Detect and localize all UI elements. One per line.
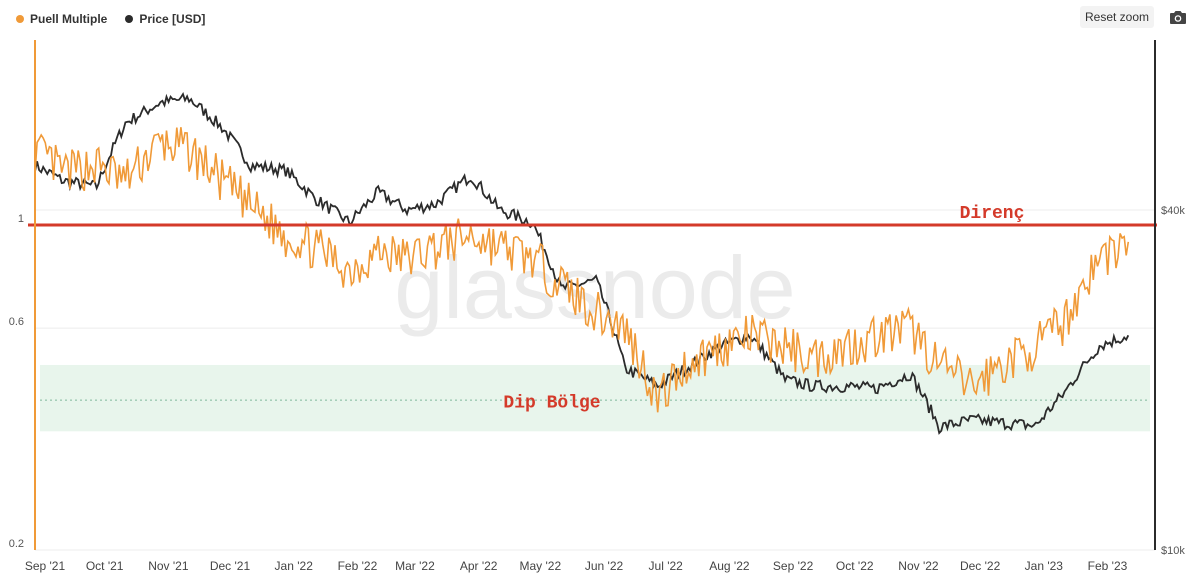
x-tick-label: Oct '22 [836,559,874,573]
left-tick-label: 0.6 [9,316,24,328]
x-tick-label: Dec '22 [960,559,1001,573]
x-tick-label: Sep '22 [773,559,814,573]
right-tick-label: $40k [1161,205,1185,217]
x-axis-ticks: Sep '21 Oct '21 Nov '21 Dec '21 Jan '22 Feb '… [25,559,1128,573]
left-tick-label: 1 [18,213,24,225]
x-tick-label: Dec '21 [210,559,251,573]
x-tick-label: Feb '22 [338,559,378,573]
x-tick-label: Jan '22 [275,559,314,573]
x-tick-label: Mar '22 [395,559,435,573]
x-tick-label: May '22 [519,559,561,573]
x-tick-label: Apr '22 [460,559,498,573]
legend: Puell Multiple Price [USD] [16,12,205,26]
legend-item-puell[interactable]: Puell Multiple [16,12,107,26]
x-tick-label: Jul '22 [649,559,684,573]
puell-legend-dot [16,15,24,23]
x-tick-label: Nov '22 [898,559,939,573]
resistance-label: Direnç [960,204,1025,224]
x-tick-label: Aug '22 [709,559,750,573]
legend-item-price[interactable]: Price [USD] [125,12,205,26]
x-tick-label: Jan '23 [1025,559,1064,573]
legend-label-price: Price [USD] [139,12,206,26]
price-legend-dot [125,15,134,23]
series-line-price[interactable] [34,91,1130,435]
left-tick-label: 0.2 [9,538,24,550]
legend-label-puell: Puell Multiple [30,12,108,26]
series-line-puell[interactable] [34,127,1130,413]
x-tick-label: Nov '21 [148,559,189,573]
reset-zoom-button[interactable]: Reset zoom [1080,6,1154,28]
x-tick-label: Sep '21 [25,559,66,573]
x-tick-label: Feb '23 [1088,559,1128,573]
x-tick-label: Jun '22 [585,559,624,573]
right-axis-ticks: $10k $40k [1161,205,1185,557]
right-tick-label: $10k [1161,545,1185,557]
dip-zone-band [40,364,1150,432]
camera-icon[interactable] [1169,9,1187,25]
dip-zone-label: Dip Bölge [503,394,600,414]
left-axis-ticks: 0.2 0.6 1 [9,213,24,550]
x-tick-label: Oct '21 [86,559,124,573]
